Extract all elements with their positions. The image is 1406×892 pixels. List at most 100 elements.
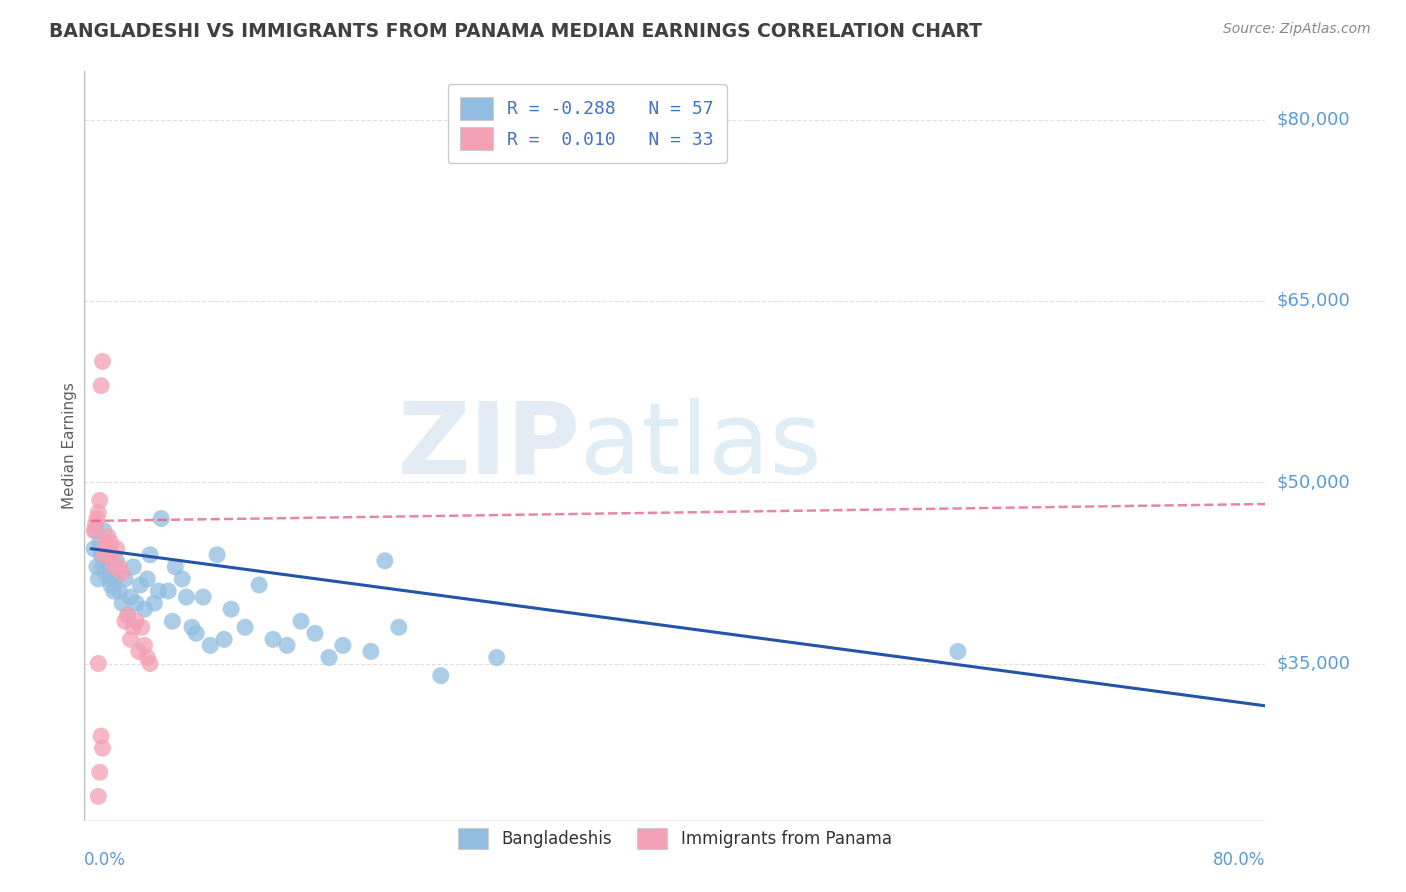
Point (89, 493, 111, 508)
Text: 80.0%: 80.0% (1213, 851, 1265, 869)
Point (360, 644, 382, 658)
Point (181, 620, 204, 634)
Point (105, 541, 128, 556)
Point (101, 548, 124, 562)
Point (219, 602, 242, 616)
Point (114, 614, 136, 628)
Point (87, 789, 110, 804)
Text: Source: ZipAtlas.com: Source: ZipAtlas.com (1223, 22, 1371, 37)
Point (191, 590, 214, 604)
Point (290, 614, 312, 628)
Point (162, 614, 184, 628)
Point (100, 578, 122, 592)
Point (108, 559, 131, 574)
Point (150, 511, 173, 525)
Point (122, 559, 145, 574)
Point (90, 378, 112, 392)
Point (429, 668, 451, 682)
Point (125, 614, 148, 628)
Point (172, 572, 194, 586)
Point (83, 524, 105, 538)
Point (134, 639, 156, 653)
Point (89, 535, 111, 549)
Point (946, 644, 969, 658)
Point (122, 620, 145, 634)
Point (262, 632, 284, 647)
Point (97, 530, 120, 544)
Point (98, 572, 121, 586)
Point (108, 584, 131, 599)
Point (131, 620, 153, 634)
Point (100, 535, 122, 549)
Point (176, 590, 198, 604)
Point (125, 596, 148, 610)
Point (143, 596, 166, 610)
Point (276, 639, 298, 653)
Point (128, 644, 150, 658)
Point (120, 632, 142, 647)
Point (111, 596, 134, 610)
Point (332, 639, 354, 653)
Point (485, 650, 508, 665)
Point (90, 729, 112, 743)
Point (89, 765, 111, 780)
Point (87, 657, 110, 671)
Text: $80,000: $80,000 (1277, 111, 1350, 128)
Point (87, 572, 110, 586)
Point (93, 524, 115, 538)
Point (86, 511, 108, 525)
Point (139, 657, 162, 671)
Point (136, 572, 159, 586)
Legend: Bangladeshis, Immigrants from Panama: Bangladeshis, Immigrants from Panama (450, 819, 900, 857)
Point (304, 626, 326, 640)
Point (120, 590, 142, 604)
Point (93, 548, 115, 562)
Point (94, 535, 117, 549)
Point (103, 559, 125, 574)
Text: 0.0%: 0.0% (84, 851, 127, 869)
Point (104, 572, 127, 586)
Point (212, 632, 235, 647)
Point (91, 559, 114, 574)
Point (105, 554, 128, 568)
Point (318, 650, 340, 665)
Point (186, 626, 208, 640)
Point (103, 584, 125, 599)
Point (136, 650, 159, 665)
Point (388, 620, 411, 634)
Point (117, 608, 139, 623)
Text: $35,000: $35,000 (1277, 655, 1351, 673)
Point (157, 584, 180, 599)
Point (139, 548, 162, 562)
Point (148, 584, 170, 599)
Point (87, 506, 110, 520)
Point (114, 572, 136, 586)
Text: $50,000: $50,000 (1277, 474, 1350, 491)
Point (134, 602, 156, 616)
Point (96, 541, 118, 556)
Point (247, 578, 270, 592)
Point (90, 548, 112, 562)
Point (94, 566, 117, 580)
Point (233, 620, 256, 634)
Point (86, 559, 108, 574)
Point (205, 548, 228, 562)
Text: atlas: atlas (581, 398, 823, 494)
Point (374, 554, 396, 568)
Text: BANGLADESHI VS IMMIGRANTS FROM PANAMA MEDIAN EARNINGS CORRELATION CHART: BANGLADESHI VS IMMIGRANTS FROM PANAMA ME… (49, 22, 983, 41)
Point (117, 608, 139, 623)
Text: ZIP: ZIP (398, 398, 581, 494)
Point (84, 524, 107, 538)
Y-axis label: Median Earnings: Median Earnings (62, 383, 77, 509)
Text: $65,000: $65,000 (1277, 292, 1350, 310)
Point (83, 541, 105, 556)
Point (111, 566, 134, 580)
Point (96, 548, 118, 562)
Point (98, 548, 121, 562)
Point (97, 554, 120, 568)
Point (198, 639, 221, 653)
Point (91, 741, 114, 756)
Point (165, 559, 187, 574)
Point (91, 354, 114, 368)
Point (84, 517, 107, 532)
